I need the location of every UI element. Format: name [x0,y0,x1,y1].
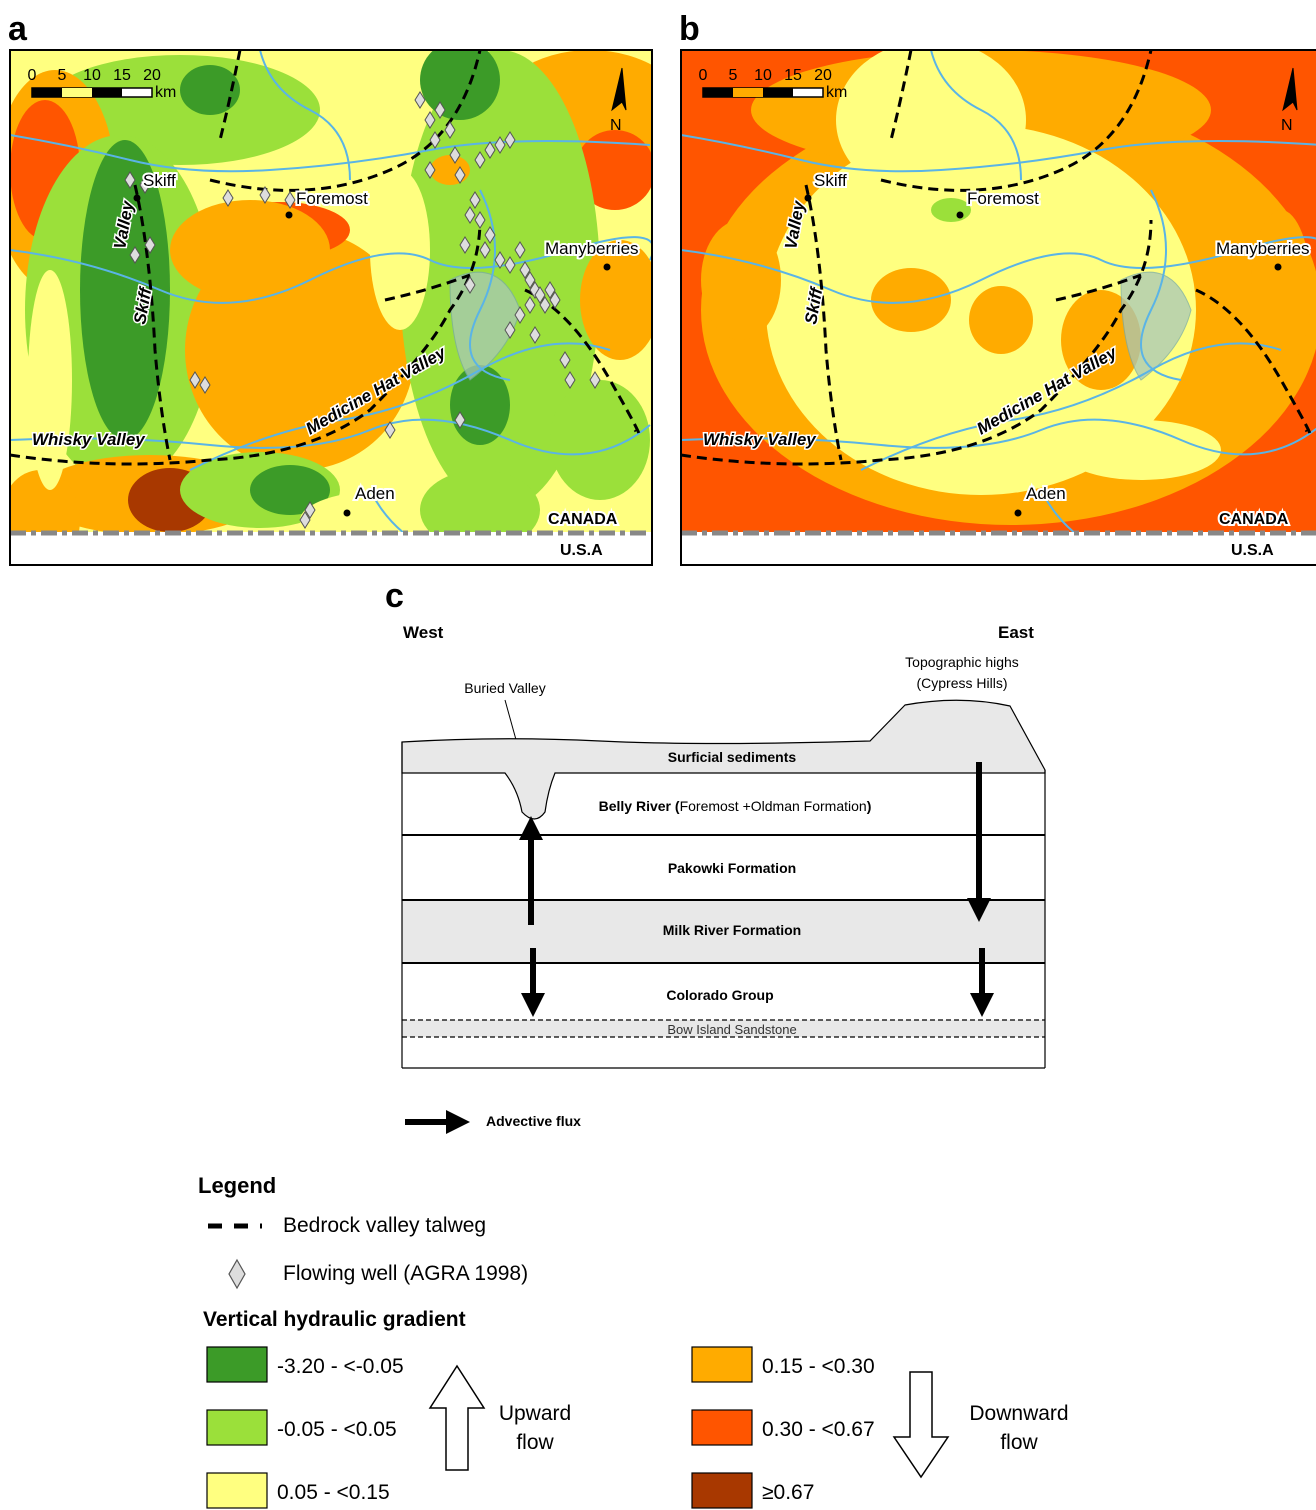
legend-swatch [692,1347,752,1382]
scale-tick-label: 15 [784,67,802,84]
place-label: Manyberries [1216,239,1310,258]
layer-label: Milk River Formation [663,922,801,938]
scale-unit: km [155,84,176,101]
place-dot [286,212,293,219]
gradient-zone [1061,420,1221,480]
place-dot [604,264,611,271]
panel-label: a [8,10,28,48]
place-label: Aden [1026,484,1066,503]
layer-label-part: Belly River ( [599,798,680,814]
gradient-zone [931,198,971,222]
flux-label: Advective flux [486,1113,581,1129]
arrow-label: Upward [499,1402,571,1425]
legend-swatch [692,1473,752,1508]
scale-tick-label: 15 [113,67,131,84]
annotation: Topographic highs [905,654,1019,670]
country-label: U.S.A [560,542,603,559]
gradient-zone [580,240,660,360]
gradient-zone [170,200,330,300]
well-sample [229,1260,245,1288]
gradient-zone [969,286,1033,354]
place-dot [1015,510,1022,517]
gradient-zone [450,365,510,445]
gradient-zone [370,170,430,330]
legend: Legend Bedrock valley talweg Flowing wel… [198,1173,1069,1508]
scale-bar-seg [763,88,793,97]
scale-tick-label: 10 [754,67,772,84]
place-label: Foremost [967,189,1039,208]
map: 0 5 10 15 20km N Skiff Foremost Manyberries Aden C… [0,40,690,572]
scale-bar-seg [703,88,733,97]
legend-swatch [207,1347,267,1382]
place-dot [805,195,812,202]
layer-label: Bow Island Sandstone [667,1022,796,1037]
legend-label: Bedrock valley talweg [283,1214,486,1237]
layer-label: Pakowki Formation [668,860,796,876]
place-label: Foremost [296,189,368,208]
layer-label: Surficial sediments [668,749,797,765]
valley-label: Whisky Valley [703,430,817,449]
legend-swatch [207,1473,267,1508]
annotation: (Cypress Hills) [917,675,1008,691]
place-label: Manyberries [545,239,639,258]
figure: 05101520kmNSkiffForemostManyberriesAdenC… [0,0,1316,1510]
panel-label: b [679,10,700,48]
country-label: CANADA [548,511,618,528]
place-dot [134,195,141,202]
east-label: East [998,623,1034,642]
scale-tick-label: 20 [143,67,161,84]
legend-label: 0.15 - <0.30 [762,1355,875,1378]
scale-bar-seg [92,88,122,97]
arrow-label: flow [516,1431,554,1454]
place-label: Skiff [143,171,176,190]
legend-label: ≥0.67 [762,1481,814,1504]
valley-label: Whisky Valley [32,430,146,449]
place-dot [344,510,351,517]
place-dot [1275,264,1282,271]
scale-bar-seg [62,88,92,97]
map: 0 5 10 15 20km N Skiff Foremost Manyberries Aden C… [681,40,1316,572]
legend-swatch [207,1410,267,1445]
place-label: Skiff [814,171,847,190]
west-label: West [403,623,444,642]
gradient-zone [701,220,781,340]
panel-label: c [385,577,404,615]
place-dot [957,212,964,219]
country-label: CANADA [1219,511,1289,528]
layer-label-part: ) [867,798,872,814]
scale-tick-label: 5 [58,67,67,84]
place-label: Aden [355,484,395,503]
north-label: N [610,117,622,134]
upward-arrow [430,1366,484,1470]
gradient-zone [871,268,951,332]
layer-label-part: Foremost +Oldman Formation [680,798,867,814]
legend-label: -3.20 - <-0.05 [277,1355,404,1378]
annotation: Buried Valley [464,680,545,696]
arrow-label: Downward [969,1402,1068,1425]
country-label: U.S.A [1231,542,1274,559]
north-label: N [1281,117,1293,134]
legend-label: Flowing well (AGRA 1998) [283,1262,528,1285]
scale-unit: km [826,84,847,101]
legend-label: 0.05 - <0.15 [277,1481,390,1504]
gradient-zone [430,155,470,185]
scale-bar-seg [32,88,62,97]
gradient-zone [550,380,650,500]
scale-tick-label: 0 [699,67,708,84]
legend-label: -0.05 - <0.05 [277,1418,397,1441]
scale-bar-seg [733,88,763,97]
layer-label: Belly River (Foremost +Oldman Formation) [599,798,872,814]
scale-tick-label: 20 [814,67,832,84]
downward-arrow [894,1372,948,1477]
arrow-label: flow [1000,1431,1038,1454]
scale-tick-label: 10 [83,67,101,84]
layer-label: Colorado Group [666,987,773,1003]
legend-swatch [692,1410,752,1445]
scale-tick-label: 5 [729,67,738,84]
legend-title: Legend [198,1173,276,1198]
cross-section: c West East Topographic highs (Cypress H… [385,577,1045,1129]
scale-tick-label: 0 [28,67,37,84]
legend-subtitle: Vertical hydraulic gradient [203,1308,466,1331]
legend-label: 0.30 - <0.67 [762,1418,875,1441]
